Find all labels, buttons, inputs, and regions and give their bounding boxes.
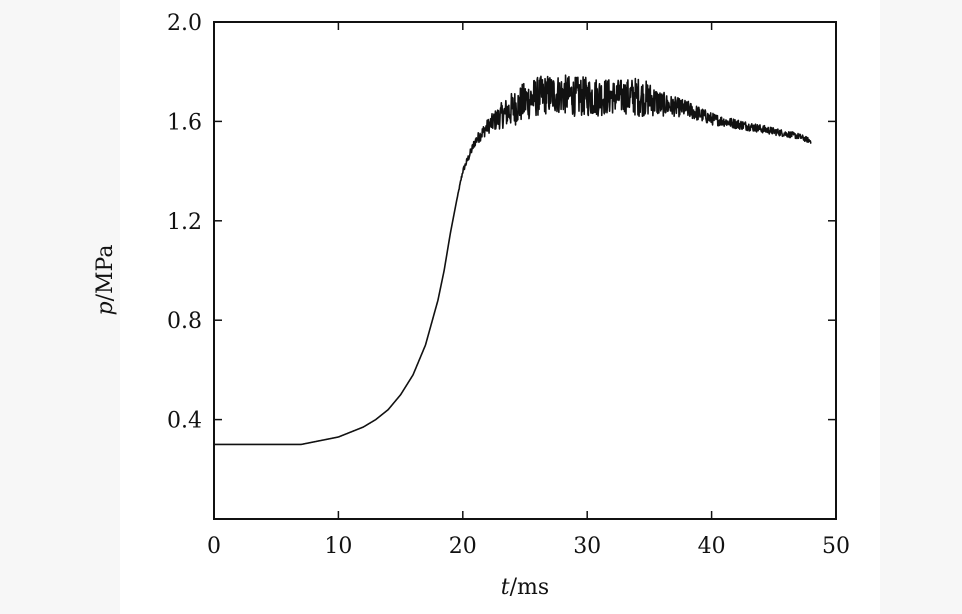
y-tick-label: 1.6 [167,110,202,135]
y-tick-label: 2.0 [167,11,202,36]
axis-ticks: 0 10 20 30 40 50 0.4 0.8 1.2 1.6 2.0 [167,11,850,559]
x-axis-label-unit: /ms [510,575,550,600]
data-layer [213,74,812,446]
x-tick-label: 10 [324,534,352,559]
y-axis-label: p/MPa [93,245,118,316]
right-margin-band [880,0,962,614]
x-tick-label: 20 [449,534,477,559]
x-tick-label: 30 [573,534,601,559]
y-tick-label: 1.2 [167,210,202,235]
y-axis-label-unit: /MPa [93,245,118,302]
left-margin-band [0,0,120,614]
y-tick-label: 0.8 [167,309,202,334]
x-tick-label: 0 [207,534,221,559]
y-tick-label: 0.4 [167,409,202,434]
x-tick-label: 50 [822,534,850,559]
pressure-series-line [213,74,812,446]
x-axis-label-symbol: t [501,575,510,600]
y-axis-label-symbol: p [93,301,118,315]
x-tick-label: 40 [698,534,726,559]
x-axis-label: t/ms [501,575,549,600]
